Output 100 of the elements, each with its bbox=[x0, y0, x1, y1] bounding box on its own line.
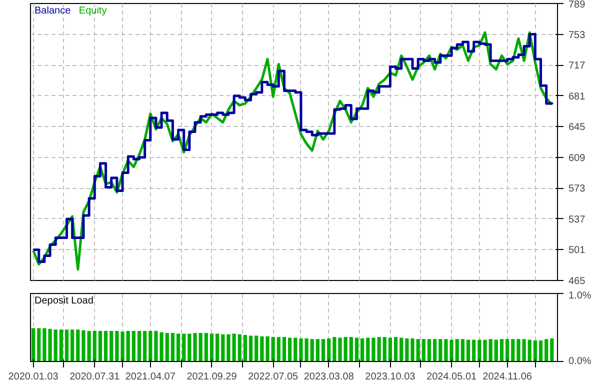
bar bbox=[410, 338, 414, 362]
bar bbox=[54, 330, 58, 362]
bar bbox=[98, 330, 102, 362]
y-tick-label: 1.0% bbox=[568, 290, 592, 302]
bar bbox=[70, 330, 74, 362]
bar bbox=[338, 338, 342, 362]
bar bbox=[266, 336, 270, 362]
x-tick-label: 2020.01.03 bbox=[8, 372, 59, 382]
bar bbox=[327, 338, 331, 362]
bar bbox=[176, 334, 180, 362]
bar bbox=[533, 340, 538, 362]
bar bbox=[276, 337, 280, 362]
bar bbox=[248, 336, 253, 362]
bar bbox=[165, 332, 169, 362]
bar bbox=[132, 330, 136, 362]
bar bbox=[193, 332, 197, 362]
y-tick-label: 573 bbox=[568, 184, 586, 195]
x-tick-label: 2022.07.05 bbox=[248, 372, 299, 382]
bar bbox=[332, 337, 336, 362]
bar bbox=[538, 340, 543, 362]
bar bbox=[466, 340, 470, 362]
bar bbox=[344, 337, 348, 362]
y-tick-label: 717 bbox=[568, 60, 586, 72]
bar bbox=[400, 338, 404, 362]
bar bbox=[528, 340, 532, 362]
bar bbox=[137, 330, 142, 362]
bar bbox=[238, 334, 242, 362]
bar bbox=[148, 330, 152, 362]
x-tick-label: 2021.09.29 bbox=[186, 372, 238, 382]
bar bbox=[455, 339, 459, 362]
y-tick-label: 0.0% bbox=[568, 356, 592, 367]
y-tick-label: 789 bbox=[568, 0, 586, 10]
bar bbox=[198, 332, 202, 362]
bar bbox=[182, 334, 186, 362]
text: Balance bbox=[34, 6, 72, 16]
x-tick-label: 2020.07.31 bbox=[70, 372, 120, 382]
bar bbox=[260, 336, 264, 362]
bar bbox=[382, 337, 386, 362]
bar bbox=[210, 334, 214, 362]
bar bbox=[204, 332, 208, 362]
bar bbox=[76, 330, 80, 362]
bar bbox=[321, 339, 326, 362]
bar bbox=[405, 338, 409, 362]
bar bbox=[216, 334, 220, 362]
bar bbox=[472, 340, 476, 362]
y-tick-label: 681 bbox=[568, 91, 586, 102]
bar bbox=[110, 330, 114, 362]
bar bbox=[511, 339, 515, 362]
bar bbox=[288, 338, 292, 362]
bar bbox=[349, 337, 353, 362]
x-tick-label: 2023.03.08 bbox=[304, 372, 354, 382]
y-tick-label: 609 bbox=[568, 152, 586, 164]
bar bbox=[394, 337, 398, 362]
bar bbox=[243, 334, 248, 362]
bar bbox=[460, 339, 465, 362]
bar bbox=[294, 338, 298, 362]
bar bbox=[316, 339, 320, 362]
bar bbox=[31, 328, 36, 362]
bar bbox=[494, 340, 498, 362]
y-tick-label: 645 bbox=[568, 122, 586, 134]
bar bbox=[433, 339, 437, 362]
bar bbox=[366, 338, 370, 362]
bar bbox=[143, 330, 147, 362]
bar bbox=[310, 339, 314, 362]
bar bbox=[37, 328, 41, 362]
y-tick-label: 537 bbox=[568, 214, 586, 226]
y-tick-label: 465 bbox=[568, 276, 586, 287]
bar bbox=[188, 334, 192, 362]
bar bbox=[388, 338, 392, 362]
bar bbox=[478, 340, 482, 362]
bar bbox=[59, 330, 63, 362]
bar bbox=[505, 339, 510, 362]
bar bbox=[126, 330, 130, 362]
bar bbox=[500, 339, 504, 362]
bar bbox=[104, 330, 108, 362]
bar bbox=[422, 339, 426, 362]
bar bbox=[221, 334, 225, 362]
text: Equity bbox=[78, 6, 107, 16]
bar bbox=[427, 339, 432, 362]
bar bbox=[92, 330, 96, 362]
bar bbox=[271, 337, 275, 362]
y-tick-label: 501 bbox=[568, 245, 586, 256]
x-tick-label: 2024.05.01 bbox=[426, 372, 478, 382]
bar bbox=[354, 338, 359, 362]
bar bbox=[483, 340, 487, 362]
x-tick-label: 2023.10.03 bbox=[365, 372, 416, 382]
bar bbox=[544, 339, 548, 362]
bar bbox=[416, 339, 420, 362]
bar bbox=[64, 330, 69, 362]
bar bbox=[488, 339, 492, 362]
x-tick-label: 2021.04.07 bbox=[125, 372, 176, 382]
bar bbox=[360, 338, 364, 362]
chart-title: Deposit Load bbox=[34, 296, 94, 306]
bar bbox=[550, 338, 554, 362]
y-tick-label: 753 bbox=[568, 30, 586, 41]
x-tick-label: 2024.11.06 bbox=[482, 372, 532, 382]
bar bbox=[282, 337, 286, 362]
bar bbox=[254, 336, 258, 362]
bar bbox=[438, 339, 442, 362]
bar bbox=[170, 332, 175, 362]
